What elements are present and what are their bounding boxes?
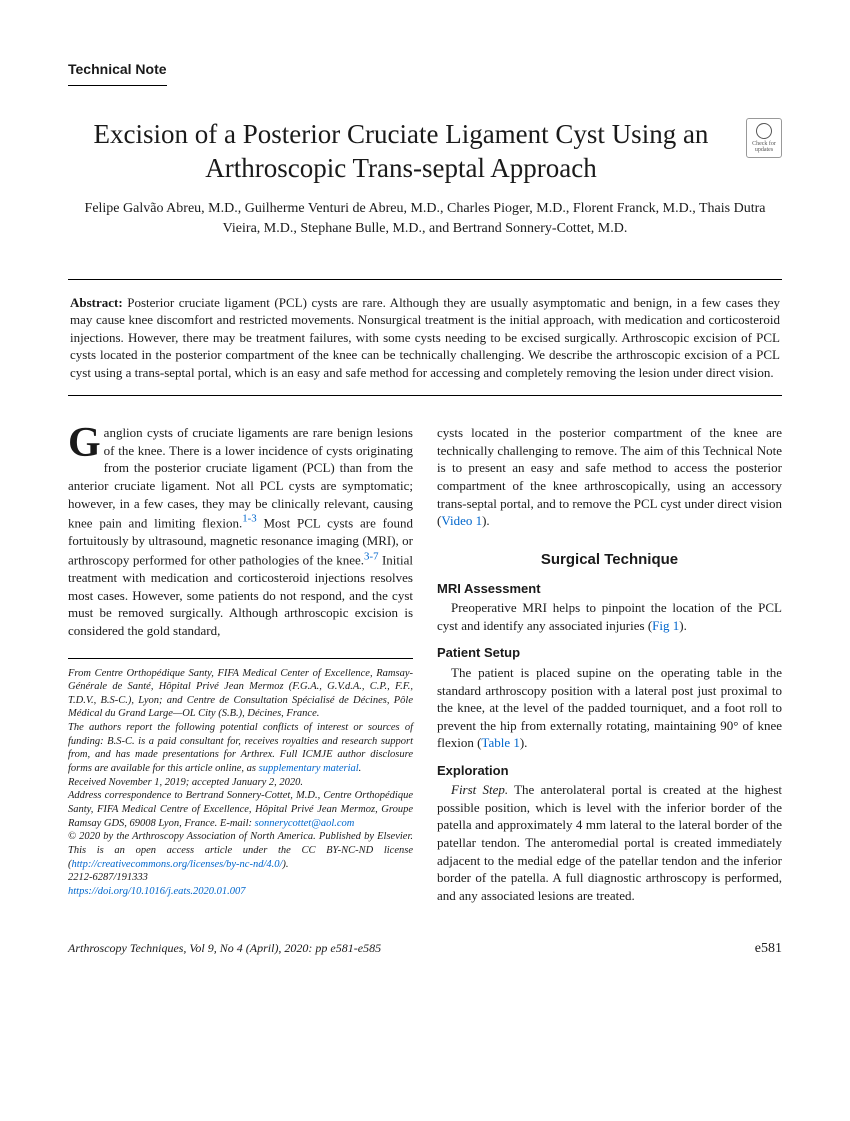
- patient-setup-b: ).: [520, 735, 528, 750]
- title-row: Excision of a Posterior Cruciate Ligamen…: [68, 118, 782, 186]
- crossmark-label: Check for updates: [747, 141, 781, 153]
- footnote-coi: The authors report the following potenti…: [68, 721, 413, 776]
- abstract-text: Posterior cruciate ligament (PCL) cysts …: [70, 295, 780, 380]
- footnote-doi: https://doi.org/10.1016/j.eats.2020.01.0…: [68, 885, 413, 899]
- footer-citation: Arthroscopy Techniques, Vol 9, No 4 (Apr…: [68, 940, 381, 959]
- article-title: Excision of a Posterior Cruciate Ligamen…: [68, 118, 734, 186]
- footnote-issn: 2212-6287/191333: [68, 871, 413, 885]
- supplementary-material-link[interactable]: supplementary material: [259, 763, 359, 774]
- footnote-received: Received November 1, 2019; accepted Janu…: [68, 776, 413, 790]
- table-1-link[interactable]: Table 1: [481, 735, 519, 750]
- footnote-coi-b: .: [359, 763, 362, 774]
- dropcap: G: [68, 424, 104, 462]
- mri-text: Preoperative MRI helps to pinpoint the l…: [437, 599, 782, 634]
- footnote-correspondence: Address correspondence to Bertrand Sonne…: [68, 789, 413, 830]
- mri-block: MRI Assessment Preoperative MRI helps to…: [437, 580, 782, 635]
- footnote-copy-b: ).: [282, 859, 288, 870]
- mri-text-a: Preoperative MRI helps to pinpoint the l…: [437, 600, 782, 633]
- exploration-body: The anterolateral portal is created at t…: [437, 782, 782, 902]
- footnote-affiliation: From Centre Orthopédique Santy, FIFA Med…: [68, 667, 413, 722]
- body-columns: Ganglion cysts of cruciate ligaments are…: [68, 424, 782, 904]
- fig-1-link[interactable]: Fig 1: [652, 618, 679, 633]
- citation-link-1-3[interactable]: 1-3: [242, 515, 256, 530]
- doi-link[interactable]: https://doi.org/10.1016/j.eats.2020.01.0…: [68, 886, 246, 897]
- footnote-corr-text: Address correspondence to Bertrand Sonne…: [68, 790, 413, 828]
- license-link[interactable]: http://creativecommons.org/licenses/by-n…: [72, 859, 283, 870]
- abstract-box: Abstract: Posterior cruciate ligament (P…: [68, 279, 782, 397]
- page-footer: Arthroscopy Techniques, Vol 9, No 4 (Apr…: [68, 932, 782, 959]
- intro-paragraph: Ganglion cysts of cruciate ligaments are…: [68, 424, 413, 639]
- citation-link-3-7[interactable]: 3-7: [364, 553, 378, 568]
- footnote-divider: [68, 658, 413, 659]
- subsection-patient-setup: Patient Setup: [437, 644, 782, 662]
- subsection-exploration: Exploration: [437, 762, 782, 780]
- correspondence-email-link[interactable]: sonnerycottet@aol.com: [255, 818, 355, 829]
- crossmark-badge[interactable]: Check for updates: [746, 118, 782, 158]
- technical-note-label: Technical Note: [68, 60, 167, 86]
- patient-setup-block: Patient Setup The patient is placed supi…: [437, 644, 782, 751]
- intro-paragraph-cont: cysts located in the posterior compartme…: [437, 424, 782, 529]
- mri-text-b: ).: [679, 618, 687, 633]
- intro-cont-b: ).: [482, 513, 490, 528]
- section-surgical-technique: Surgical Technique: [437, 550, 782, 570]
- exploration-block: Exploration First Step. The anterolatera…: [437, 762, 782, 904]
- step-first-label: First Step.: [451, 782, 508, 797]
- abstract-label: Abstract:: [70, 295, 123, 310]
- video-1-link[interactable]: Video 1: [441, 513, 482, 528]
- authors-list: Felipe Galvão Abreu, M.D., Guilherme Ven…: [68, 199, 782, 238]
- page-number: e581: [755, 940, 782, 959]
- footnote-block: From Centre Orthopédique Santy, FIFA Med…: [68, 658, 413, 899]
- patient-setup-text: The patient is placed supine on the oper…: [437, 664, 782, 752]
- footnote-copyright: © 2020 by the Arthroscopy Association of…: [68, 830, 413, 871]
- subsection-mri: MRI Assessment: [437, 580, 782, 598]
- crossmark-icon: [756, 123, 772, 139]
- exploration-text: First Step. The anterolateral portal is …: [437, 781, 782, 904]
